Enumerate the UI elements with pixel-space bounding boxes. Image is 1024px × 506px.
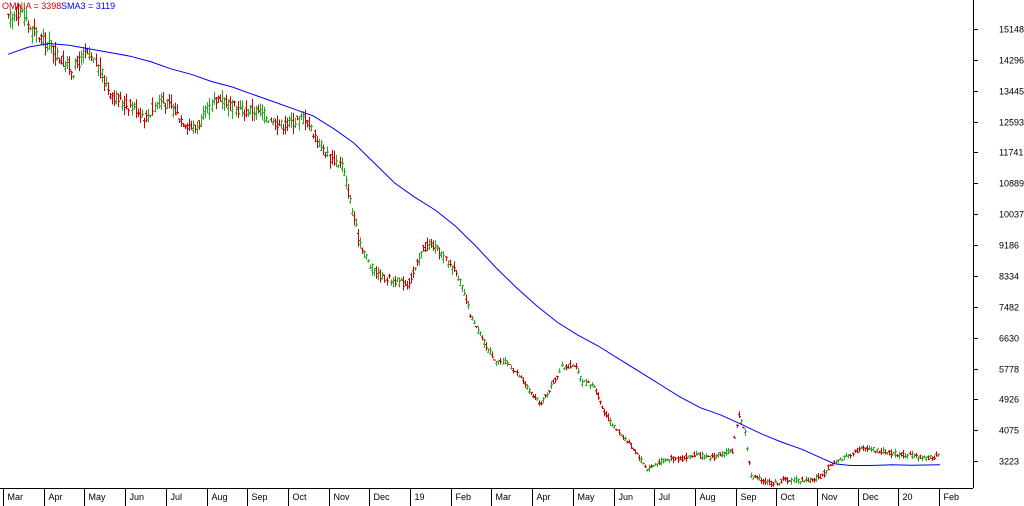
x-tick-label: Dec	[863, 492, 880, 502]
x-axis-ticks: Mar Apr May Jun Jul Aug Sep Oct Nov Dec 19 Feb Mar Ap…	[3, 488, 960, 506]
y-axis-ticks: 15148 14296 13445 12593 11741 10889 10037 9186 8…	[973, 25, 1024, 467]
axes	[0, 0, 974, 489]
y-tick-label: 4075	[999, 426, 1019, 436]
x-tick-label: Aug	[212, 492, 228, 502]
y-tick-label: 3223	[999, 457, 1019, 467]
x-tick-label: Oct	[781, 492, 796, 502]
legend: OMNIA = 3398 SMA3 = 3119	[2, 1, 115, 11]
y-tick-label: 11741	[999, 148, 1023, 158]
x-tick-label: Dec	[374, 492, 391, 502]
x-tick-label: Feb	[456, 492, 472, 502]
y-tick-label: 12593	[999, 118, 1024, 128]
y-tick-label: 6630	[999, 334, 1019, 344]
x-tick-label: May	[578, 492, 596, 502]
x-tick-label: 19	[415, 492, 425, 502]
y-tick-label: 10889	[999, 179, 1024, 189]
y-tick-label: 5778	[999, 365, 1019, 375]
y-tick-label: 10037	[999, 210, 1024, 220]
x-tick-label: Jul	[659, 492, 671, 502]
y-tick-label: 13445	[999, 87, 1024, 97]
x-tick-label: 20	[903, 492, 913, 502]
legend-sma: SMA3 = 3119	[61, 1, 115, 11]
legend-omnia: OMNIA = 3398	[2, 1, 61, 11]
y-tick-label: 7482	[999, 303, 1019, 313]
x-tick-label: Jul	[171, 492, 183, 502]
x-tick-label: Jun	[619, 492, 634, 502]
y-tick-label: 14296	[999, 56, 1024, 66]
x-tick-label: May	[89, 492, 107, 502]
x-tick-label: Apr	[49, 492, 63, 502]
plot-area	[7, 3, 941, 488]
x-tick-label: Mar	[496, 492, 512, 502]
sma-line	[7, 42, 941, 466]
x-tick-label: Apr	[537, 492, 551, 502]
x-tick-label: Oct	[293, 492, 308, 502]
y-tick-label: 4926	[999, 395, 1019, 405]
x-tick-label: Aug	[700, 492, 716, 502]
x-tick-label: Jun	[130, 492, 145, 502]
y-tick-label: 8334	[999, 272, 1019, 282]
x-tick-label: Sep	[252, 492, 268, 502]
x-tick-label: Feb	[944, 492, 960, 502]
y-tick-label: 15148	[999, 25, 1024, 35]
x-tick-label: Mar	[8, 492, 24, 502]
y-tick-label: 9186	[999, 241, 1019, 251]
x-tick-label: Sep	[741, 492, 757, 502]
x-tick-label: Nov	[822, 492, 839, 502]
x-tick-label: Nov	[334, 492, 351, 502]
